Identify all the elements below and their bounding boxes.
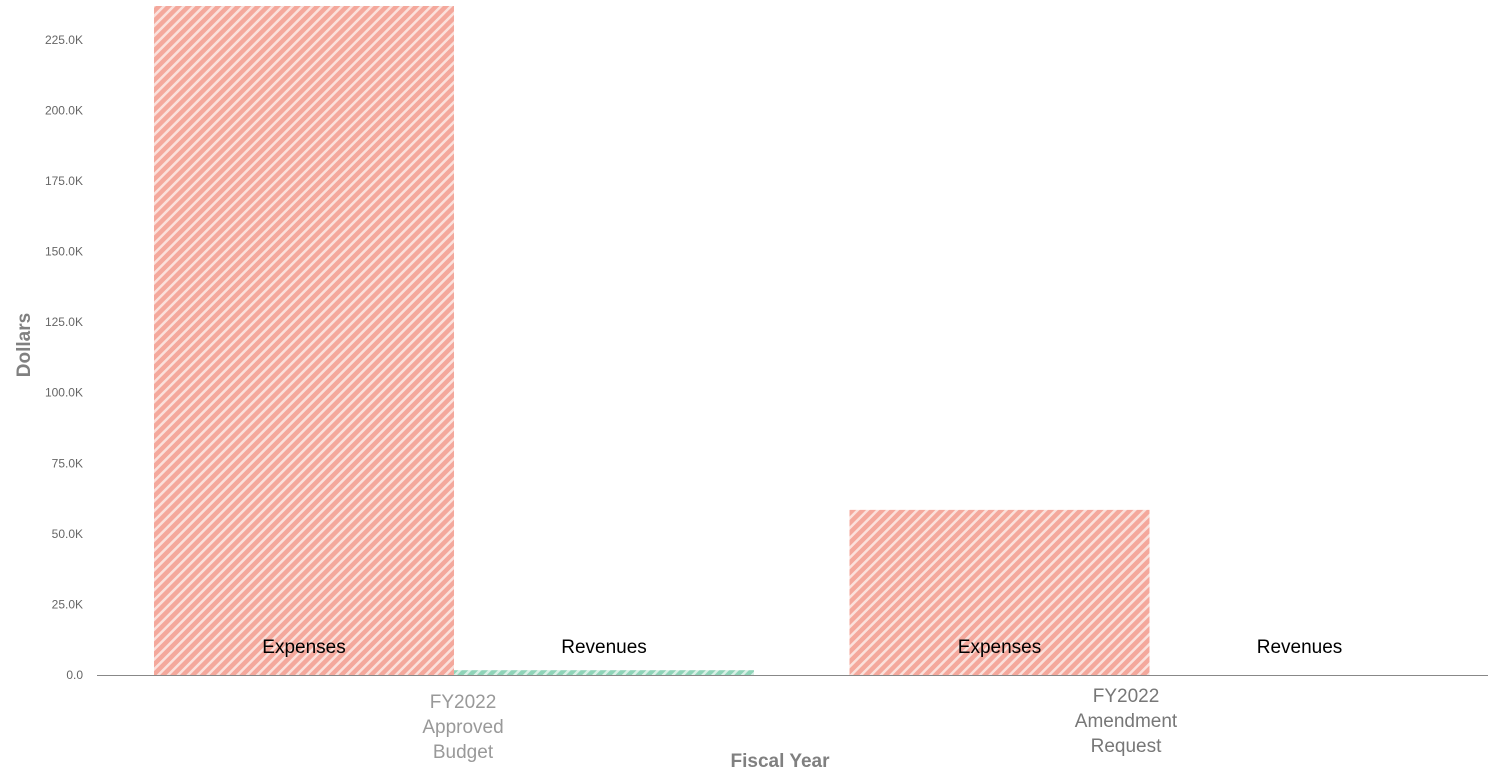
bar-label-expenses-approved-budget: Expenses (262, 637, 345, 658)
y-tick-label: 225.0K (45, 33, 83, 47)
category-label-approved-budget: FY2022 (430, 692, 497, 713)
x-axis-title: Fiscal Year (731, 751, 831, 772)
category-label-amendment-request: FY2022 (1093, 686, 1160, 707)
y-tick-label: 200.0K (45, 103, 83, 117)
y-tick-label: 150.0K (45, 245, 83, 259)
y-tick-label: 125.0K (45, 315, 83, 329)
bar-expenses-approved-budget (154, 6, 454, 675)
y-axis-title: Dollars (14, 313, 35, 377)
category-label-amendment-request: Request (1091, 736, 1162, 757)
bar-labels: Expenses Revenues Expenses Revenues (262, 637, 1342, 658)
y-tick-label: 100.0K (45, 386, 83, 400)
bar-label-expenses-amendment-request: Expenses (958, 637, 1041, 658)
category-label-amendment-request: Amendment (1075, 711, 1178, 732)
y-tick-label: 50.0K (52, 527, 83, 541)
x-axis-category-labels: FY2022 Approved Budget FY2022 Amendment Reque… (422, 686, 1178, 763)
y-tick-label: 25.0K (52, 597, 83, 611)
bar-revenues-approved-budget (454, 670, 754, 675)
bar-label-revenues-approved-budget: Revenues (561, 637, 647, 658)
y-axis-ticks: 0.0 25.0K 50.0K 75.0K 100.0K 125.0K 150.0K 175.… (45, 33, 83, 682)
bar-expenses-amendment-request (849, 509, 1150, 675)
bar-label-revenues-amendment-request: Revenues (1257, 637, 1343, 658)
y-tick-label: 175.0K (45, 174, 83, 188)
y-tick-label: 75.0K (52, 456, 83, 470)
y-tick-label: 0.0 (66, 668, 83, 682)
category-label-approved-budget: Budget (433, 742, 494, 763)
category-label-approved-budget: Approved (422, 717, 503, 738)
bars (154, 6, 1150, 675)
